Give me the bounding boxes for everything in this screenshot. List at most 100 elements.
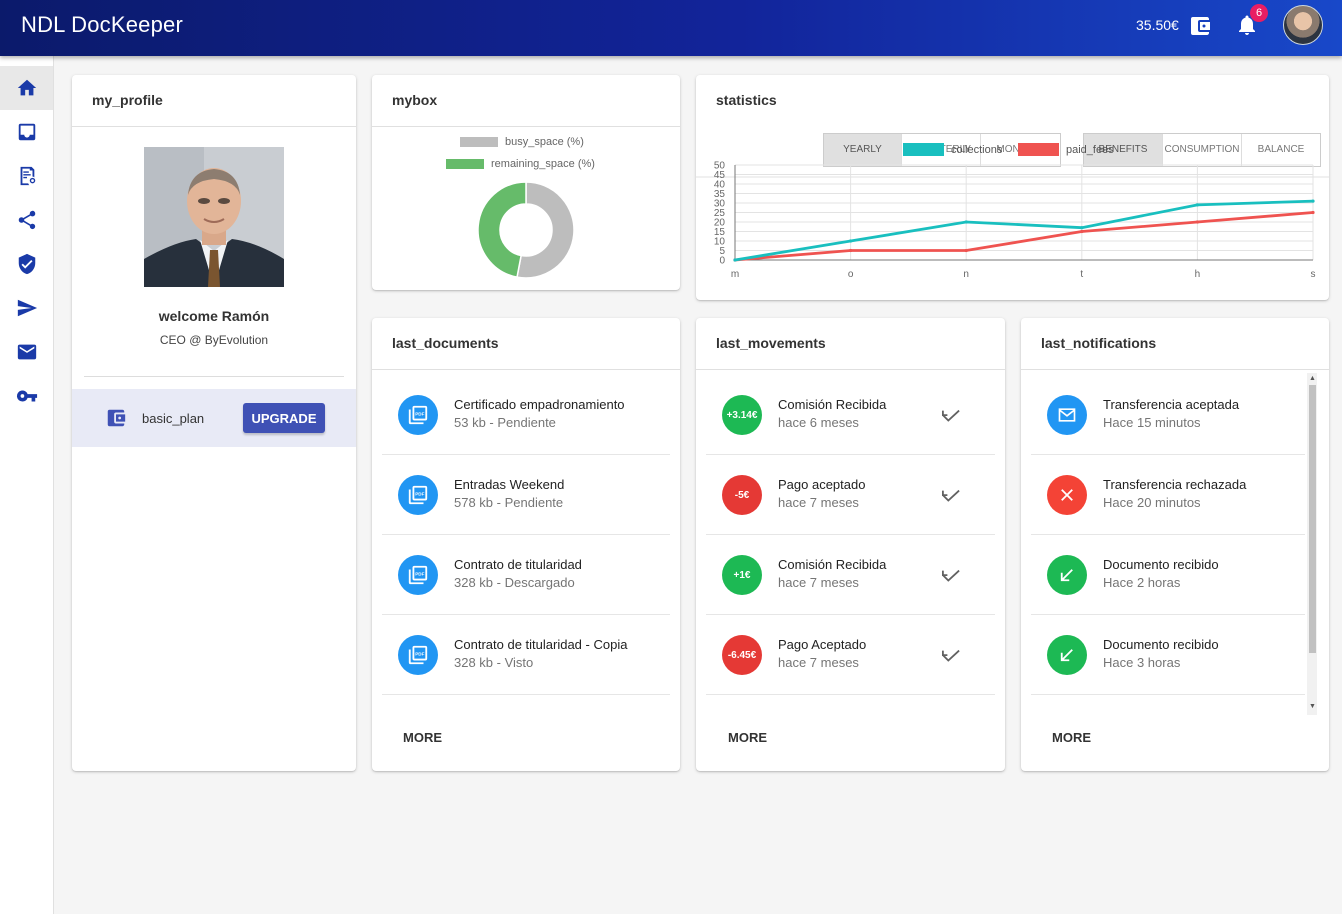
more-button[interactable]: MORE [1052,730,1091,745]
shield-icon [18,253,35,275]
nav-mail[interactable] [0,330,53,374]
nav-keys[interactable] [0,374,53,418]
document-name: Contrato de titularidad - Copia [454,637,628,652]
list-item[interactable]: +1€ Comisión Recibida hace 7 meses [706,535,995,615]
wallet-icon [107,409,126,427]
tab-balance[interactable]: BALANCE [1257,144,1305,155]
plan-row: basic_plan UPGRADE [72,389,356,447]
legend-remaining: remaining_space (%) [446,158,595,170]
balance-amount: 35.50€ [1136,17,1179,33]
scroll-thumb[interactable] [1309,385,1316,653]
scroll-down-arrow[interactable]: ▼ [1309,703,1316,710]
profile-photo [144,147,284,287]
card-title: statistics [716,92,777,108]
list-item[interactable]: Transferencia rechazada Hace 20 minutos [1031,455,1305,535]
scrollbar[interactable]: ▲ ▼ [1307,373,1317,715]
data-point-paid_fees [1311,210,1315,215]
wallet-icon[interactable] [1188,14,1212,38]
more-button[interactable]: MORE [728,730,767,745]
double-check-icon [942,569,960,582]
more-button[interactable]: MORE [403,730,442,745]
card-title: last_movements [716,335,826,351]
double-check-icon [942,649,960,662]
y-tick-label: 15 [714,227,726,238]
scroll-up-arrow[interactable]: ▲ [1309,375,1316,382]
nav-inbox[interactable] [0,110,53,154]
list-item[interactable]: +3.14€ Comisión Recibida hace 6 meses [706,375,995,455]
movement-time: hace 6 meses [778,415,859,430]
data-point-collections [1080,226,1084,230]
nav-certificates[interactable] [0,154,53,198]
list-item[interactable]: PDF Contrato de titularidad - Copia 328 … [382,615,670,695]
tab-yearly[interactable]: YEARLY [824,134,902,166]
data-point-paid_fees [1080,229,1084,234]
legend-swatch [1018,143,1059,156]
pdf-icon: PDF [398,555,438,595]
share-icon [18,210,35,230]
pdf-icon: PDF [398,475,438,515]
data-point-collections [1311,199,1315,203]
profile-card: my_profile welcome Ramón CEO @ ByEvoluti… [72,75,356,771]
mail-icon [17,344,36,360]
key-icon [16,390,37,402]
welcome-text: welcome Ramón [158,308,270,324]
document-name: Certificado empadronamiento [454,397,625,412]
tab-consumption[interactable]: CONSUMPTION [1163,134,1242,166]
card-title: last_notifications [1041,335,1157,351]
divider [84,376,344,377]
list-item[interactable]: Documento recibido Hace 2 horas [1031,535,1305,615]
y-tick-label: 50 [714,161,726,172]
user-role: CEO @ ByEvolution [159,333,269,347]
series-line-paid_fees [734,211,1314,262]
list-item[interactable]: PDF Contrato de titularidad 328 kb - Des… [382,535,670,615]
card-title: my_profile [92,92,163,108]
divider [372,369,680,370]
nav-share[interactable] [0,198,53,242]
data-point-collections [1195,203,1199,207]
notification-time: Hace 15 minutos [1103,415,1201,430]
list-item[interactable]: PDF Entradas Weekend 578 kb - Pendiente [382,455,670,535]
divider [696,369,1005,370]
notification-title: Documento recibido [1103,637,1219,652]
list-item[interactable]: Transferencia aceptada Hace 15 minutos [1031,375,1305,455]
close-icon [1047,475,1087,515]
divider [72,126,356,127]
amount-badge: -6.45€ [722,635,762,675]
document-meta: 328 kb - Descargado [454,575,575,590]
x-tick-label: m [731,269,739,280]
notification-time: Hace 20 minutos [1103,495,1201,510]
movement-name: Comisión Recibida [778,397,887,412]
legend-swatch [460,137,498,147]
legend-label: remaining_space (%) [491,158,595,170]
data-point-paid_fees [964,248,968,253]
card-title: mybox [392,92,438,108]
bell-icon[interactable] [1235,13,1259,37]
list-item[interactable]: -6.45€ Pago Aceptado hace 7 meses [706,615,995,695]
metric-selector: BENEFITS CONSUMPTION BALANCE [1083,133,1321,167]
list-item[interactable]: -5€ Pago aceptado hace 7 meses [706,455,995,535]
document-meta: 53 kb - Pendiente [454,415,556,430]
avatar[interactable] [1283,5,1323,45]
nav-home[interactable] [0,66,53,110]
document-meta: 578 kb - Pendiente [454,495,564,510]
x-tick-label: h [1195,269,1201,280]
double-check-icon [942,409,960,422]
svg-text:PDF: PDF [415,491,424,496]
divider [372,126,680,127]
list-item[interactable]: Documento recibido Hace 3 horas [1031,615,1305,695]
document-meta: 328 kb - Visto [454,655,534,670]
movement-name: Pago aceptado [778,477,866,492]
tab-benefits[interactable]: BENEFITS [1084,134,1163,166]
notification-time: Hace 3 horas [1103,655,1181,670]
svg-text:PDF: PDF [415,411,424,416]
nav-security[interactable] [0,242,53,286]
nav-send[interactable] [0,286,53,330]
list-item[interactable]: PDF Certificado empadronamiento 53 kb - … [382,375,670,455]
x-tick-label: t [1080,269,1083,280]
donut-slice-busy [516,181,575,279]
app-title: NDL DocKeeper [21,12,183,37]
svg-text:PDF: PDF [415,571,424,576]
certificate-icon [20,166,35,186]
upgrade-button[interactable]: UPGRADE [243,403,325,433]
